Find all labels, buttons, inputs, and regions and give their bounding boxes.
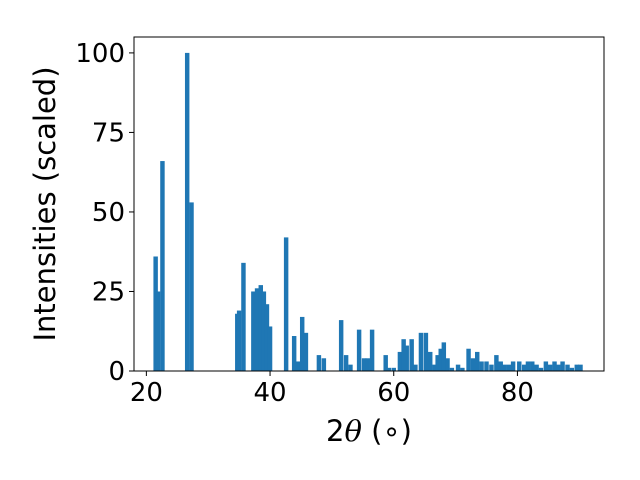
bar <box>295 361 301 371</box>
y-tick-label: 75 <box>92 118 125 148</box>
bar <box>291 336 297 371</box>
bar <box>409 339 414 371</box>
bar <box>356 329 362 371</box>
bar <box>494 355 499 371</box>
bar <box>445 358 450 371</box>
bar <box>251 291 256 371</box>
bar <box>184 52 190 372</box>
bar <box>552 361 557 371</box>
bar <box>413 364 418 371</box>
bar <box>391 367 396 371</box>
bar <box>510 361 516 371</box>
bar <box>432 364 437 371</box>
bar <box>404 345 409 371</box>
bar <box>498 361 503 371</box>
bar <box>160 161 165 371</box>
bar <box>441 342 447 371</box>
bar <box>547 364 553 371</box>
bar <box>365 358 370 371</box>
x-tick-label: 80 <box>501 378 534 408</box>
x-tick-label: 20 <box>130 378 163 408</box>
bar <box>460 367 465 371</box>
bar <box>484 361 489 371</box>
bar <box>569 367 575 371</box>
bar <box>303 332 309 371</box>
bar <box>397 351 403 371</box>
y-axis-label: Intensities (scaled) <box>28 66 62 341</box>
bar <box>153 256 158 371</box>
bar <box>525 361 531 371</box>
bar <box>574 364 580 371</box>
bar <box>428 351 433 371</box>
bar <box>338 320 344 371</box>
bar <box>361 358 367 371</box>
x-axis-label-theta: θ <box>344 414 361 448</box>
bar <box>258 285 263 371</box>
x-axis-ticks: 20 40 60 80 <box>130 371 534 408</box>
bar <box>534 364 539 371</box>
bar <box>538 367 544 371</box>
plot-frame <box>133 36 605 372</box>
bar <box>316 355 322 371</box>
bar <box>435 355 440 371</box>
y-tick-label: 50 <box>92 198 125 228</box>
bar <box>506 364 511 371</box>
bar <box>470 358 476 371</box>
bar <box>560 361 565 371</box>
bar <box>236 310 242 371</box>
bar <box>369 329 375 371</box>
y-tick-label: 100 <box>75 39 125 69</box>
bar <box>254 288 260 371</box>
bar <box>556 364 561 371</box>
bar <box>479 361 484 371</box>
bar <box>401 339 406 371</box>
bar <box>522 364 527 371</box>
x-axis-label-prefix: 2 <box>326 414 344 448</box>
bar <box>449 367 455 371</box>
bars <box>153 52 583 372</box>
bar <box>530 361 535 371</box>
bar <box>565 364 570 371</box>
bar <box>189 202 194 371</box>
bar <box>517 361 522 371</box>
bar <box>241 262 246 371</box>
bar <box>267 326 273 371</box>
bar <box>386 367 392 371</box>
bar <box>299 316 305 371</box>
bar <box>155 291 161 371</box>
bar <box>489 364 494 371</box>
bar <box>261 291 267 371</box>
bar <box>348 364 353 371</box>
bar <box>578 364 583 371</box>
bar <box>455 364 461 371</box>
bar <box>438 348 443 371</box>
bar <box>418 332 424 371</box>
x-axis-label: 2θ (∘) <box>326 414 412 448</box>
y-axis-ticks: 0 25 50 75 100 <box>75 39 134 387</box>
y-tick-label: 25 <box>92 277 125 307</box>
bar <box>502 364 507 371</box>
bar <box>466 348 471 371</box>
bar <box>423 332 429 371</box>
bar <box>264 304 270 371</box>
bar <box>475 351 480 371</box>
bar <box>321 358 327 371</box>
bar <box>343 355 349 371</box>
bar <box>543 361 549 371</box>
bar <box>383 355 388 371</box>
x-tick-label: 60 <box>377 378 410 408</box>
x-tick-label: 40 <box>254 378 287 408</box>
x-axis-label-suffix: (∘) <box>362 414 412 448</box>
bar <box>283 237 289 371</box>
y-tick-label: 0 <box>108 357 125 387</box>
